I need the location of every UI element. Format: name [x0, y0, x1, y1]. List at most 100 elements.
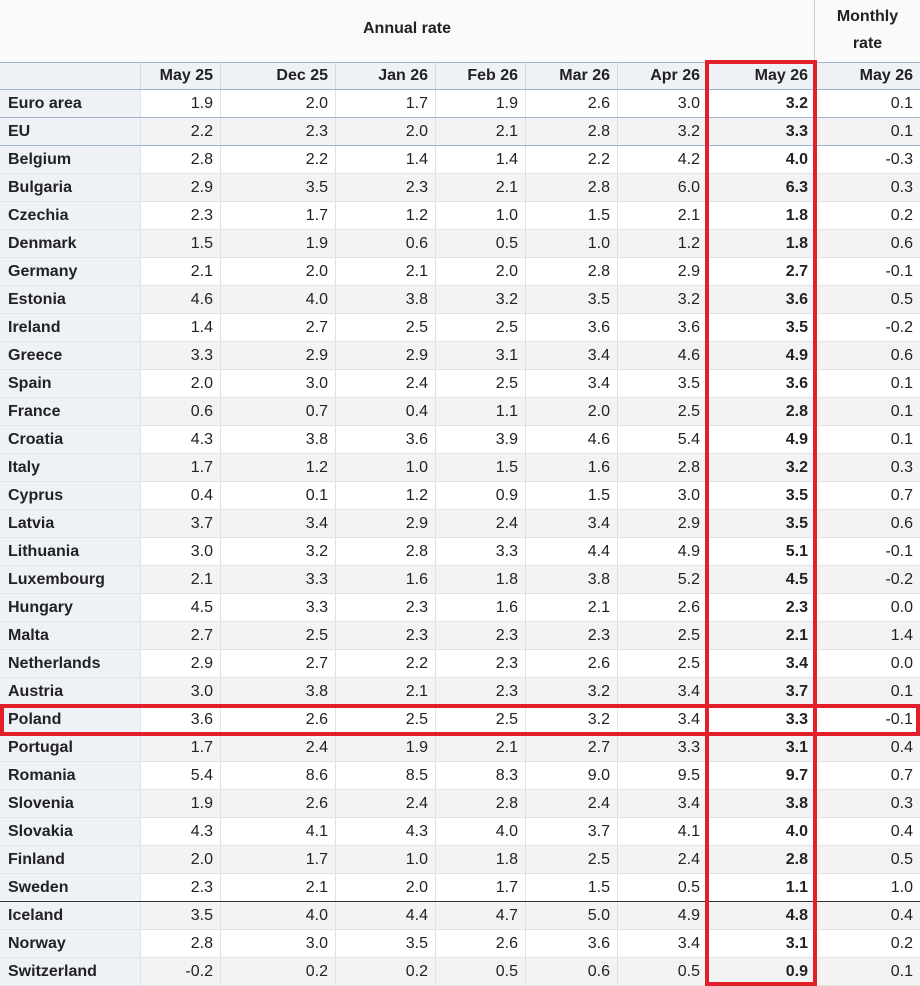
rule [0, 285, 920, 286]
rule [0, 397, 920, 398]
cell-value: 3.6 [140, 706, 220, 734]
cell-value: 0.0 [815, 650, 920, 678]
cell-value: 1.1 [435, 398, 525, 426]
cell-value: -0.2 [140, 958, 220, 986]
cell-value: 0.2 [220, 958, 335, 986]
cell-value: 2.9 [220, 342, 335, 370]
rule [0, 453, 920, 454]
row-label: Belgium [0, 146, 140, 174]
cell-value: 1.7 [140, 734, 220, 762]
cell-value: 2.1 [220, 874, 335, 902]
cell-value: 2.3 [335, 622, 435, 650]
cell-value: 1.4 [435, 146, 525, 174]
cell-value: 2.8 [707, 846, 815, 874]
rule [0, 789, 920, 790]
cell-value: 2.8 [435, 790, 525, 818]
cell-value: 3.5 [707, 510, 815, 538]
cell-value: 0.3 [815, 174, 920, 202]
cell-value: 2.6 [525, 650, 617, 678]
cell-value: 1.9 [220, 230, 335, 258]
cell-value: 4.2 [617, 146, 707, 174]
cell-value: 2.1 [335, 258, 435, 286]
cell-value: 2.4 [335, 370, 435, 398]
row-label: Lithuania [0, 538, 140, 566]
cell-value: 3.0 [140, 678, 220, 706]
rule [0, 761, 920, 762]
row-label: Poland [0, 706, 140, 734]
cell-value: 3.1 [435, 342, 525, 370]
cell-value: 8.5 [335, 762, 435, 790]
cell-value: 0.0 [815, 594, 920, 622]
rule [0, 873, 920, 874]
cell-value: 3.4 [617, 790, 707, 818]
row-label: Estonia [0, 286, 140, 314]
cell-value: 0.9 [435, 482, 525, 510]
cell-value: 2.9 [335, 510, 435, 538]
cell-value: 0.7 [815, 762, 920, 790]
rule [0, 313, 920, 314]
cell-value: 1.9 [435, 90, 525, 118]
row-label: Norway [0, 930, 140, 958]
cell-value: 3.4 [707, 650, 815, 678]
cell-value: 0.5 [617, 958, 707, 986]
cell-value: 2.8 [140, 930, 220, 958]
row-label: Spain [0, 370, 140, 398]
cell-value: 0.6 [525, 958, 617, 986]
cell-value: 1.5 [435, 454, 525, 482]
cell-value: 1.0 [435, 202, 525, 230]
cell-value: 2.9 [140, 174, 220, 202]
cell-value: 3.6 [525, 314, 617, 342]
cell-value: 1.7 [220, 202, 335, 230]
cell-value: 3.8 [220, 678, 335, 706]
cell-value: 3.4 [525, 510, 617, 538]
cell-value: 3.0 [617, 482, 707, 510]
cell-value: 0.5 [815, 846, 920, 874]
cell-value: -0.2 [815, 566, 920, 594]
cell-value: 3.3 [707, 706, 815, 734]
row-label: Czechia [0, 202, 140, 230]
cell-value: 4.6 [617, 342, 707, 370]
cell-value: 5.0 [525, 902, 617, 930]
row-label: Denmark [0, 230, 140, 258]
cell-value: 8.6 [220, 762, 335, 790]
cell-value: 2.9 [617, 510, 707, 538]
cell-value: 3.3 [435, 538, 525, 566]
row-label: Austria [0, 678, 140, 706]
cell-value: 2.3 [335, 594, 435, 622]
cell-value: 3.8 [707, 790, 815, 818]
cell-value: 3.7 [707, 678, 815, 706]
cell-value: 2.1 [140, 258, 220, 286]
cell-value: -0.2 [815, 314, 920, 342]
row-label: Italy [0, 454, 140, 482]
cell-value: 1.0 [335, 454, 435, 482]
cell-value: 4.5 [707, 566, 815, 594]
cell-value: 3.1 [707, 930, 815, 958]
cell-value: 2.8 [525, 258, 617, 286]
cell-value: 4.0 [707, 146, 815, 174]
cell-value: 2.5 [617, 622, 707, 650]
cell-value: 2.6 [220, 790, 335, 818]
cell-value: 1.8 [435, 566, 525, 594]
cell-value: 2.1 [707, 622, 815, 650]
cell-value: 1.7 [220, 846, 335, 874]
cell-value: 2.1 [140, 566, 220, 594]
row-label: Germany [0, 258, 140, 286]
cell-value: 2.0 [335, 118, 435, 146]
cell-value: 3.5 [707, 482, 815, 510]
cell-value: 3.7 [525, 818, 617, 846]
row-label: Slovenia [0, 790, 140, 818]
cell-value: 2.1 [525, 594, 617, 622]
cell-value: 4.7 [435, 902, 525, 930]
cell-value: 0.6 [815, 510, 920, 538]
cell-value: 0.4 [335, 398, 435, 426]
cell-value: 1.5 [525, 482, 617, 510]
row-label: Romania [0, 762, 140, 790]
cell-value: 3.6 [525, 930, 617, 958]
rule [0, 677, 920, 678]
cell-value: 0.6 [140, 398, 220, 426]
column-header: May 26 [707, 62, 815, 90]
cell-value: 1.6 [525, 454, 617, 482]
cell-value: 2.8 [525, 118, 617, 146]
cell-value: 2.3 [707, 594, 815, 622]
column-header: Feb 26 [435, 62, 525, 90]
